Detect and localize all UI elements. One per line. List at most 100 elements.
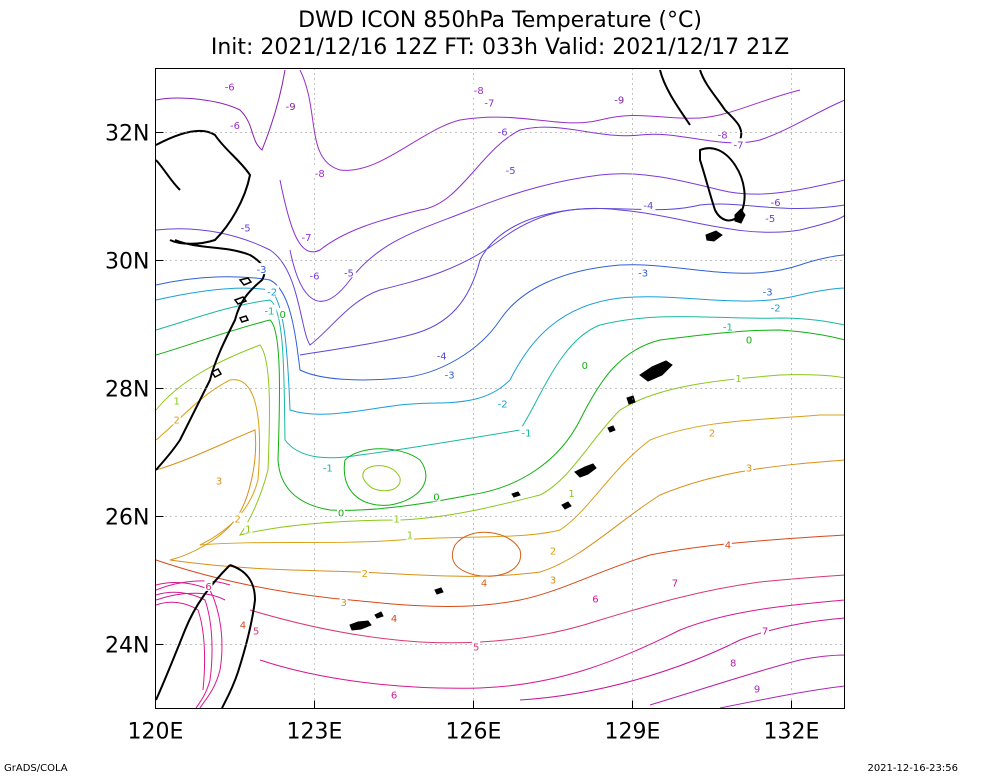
contour-label: 2 <box>709 428 715 439</box>
contour-label: 1 <box>568 489 574 500</box>
lon-tick-label: 129E <box>605 720 661 745</box>
contour-label-bg <box>238 221 253 233</box>
contour-label-bg <box>708 426 716 438</box>
contour-label-bg <box>278 307 287 319</box>
contour-label-bg <box>753 682 762 694</box>
contour-label: -6 <box>498 128 508 139</box>
contour-label: -6 <box>225 83 235 94</box>
contour-label-bg <box>670 576 679 588</box>
contour-label-bg <box>495 397 510 409</box>
contour-eight <box>649 654 846 706</box>
contour-two <box>155 379 845 546</box>
contour-label-bg <box>392 512 401 524</box>
contour-label-bg <box>763 211 778 223</box>
contour-label-bg <box>238 618 247 630</box>
contour-minus9 <box>155 69 286 151</box>
contour-label: 2 <box>234 515 240 526</box>
contour-label: 5 <box>253 627 259 638</box>
contour-one-cell <box>362 465 401 492</box>
contour-label: 4 <box>725 540 731 551</box>
contour-label-bg <box>567 487 576 499</box>
contour-label-bg <box>215 474 224 486</box>
contour-label: 7 <box>762 627 768 638</box>
contour-label-bg <box>204 579 213 591</box>
coastline <box>155 69 746 709</box>
contour-label: 6 <box>592 595 598 606</box>
contour-label: 4 <box>481 579 487 590</box>
generation-timestamp: 2021-12-16-23:56 <box>867 763 958 774</box>
contour-label: -2 <box>771 304 781 315</box>
contour-label-bg <box>768 195 783 207</box>
contour-label: -7 <box>302 233 312 244</box>
contour-four <box>155 534 846 607</box>
contour-label-bg <box>434 349 449 361</box>
contour-label: 4 <box>391 614 397 625</box>
axis-ticks: 120E 123E 126E 129E 132E 24N 26N 28N 30N 32N <box>105 122 819 745</box>
contour-label: -5 <box>506 166 516 177</box>
contour-label-bg <box>549 573 557 585</box>
contour-label: -6 <box>230 121 240 132</box>
contour-label: 2 <box>174 416 180 427</box>
kyushu-coast <box>699 147 746 222</box>
contour-label: -8 <box>718 131 728 142</box>
contour-label: -5 <box>765 214 775 225</box>
ryukyu-islands <box>349 208 746 631</box>
contour-label-bg <box>299 231 314 243</box>
contour-labels: -6-9-8-6 -8-7-6-5-9-8-7-4-5-6-5-7-6 -5-3-2… <box>172 80 783 702</box>
contour-label-bg <box>641 199 656 211</box>
contour-label-bg <box>729 656 738 668</box>
contour-label: -1 <box>723 323 733 334</box>
contour-label: -1 <box>323 464 333 475</box>
lon-tick-label: 126E <box>446 720 502 745</box>
contour-label-bg <box>768 301 783 313</box>
contour-minus7 <box>279 99 846 253</box>
contour-label: -3 <box>445 371 455 382</box>
contour-label: -5 <box>241 224 251 235</box>
contour-label-bg <box>636 266 651 278</box>
contour-minus2 <box>155 287 846 415</box>
contour-label-bg <box>244 522 253 534</box>
contour-label: -6 <box>310 272 320 283</box>
contour-label-bg <box>580 359 589 371</box>
contour-label-bg <box>265 285 280 297</box>
contour-label-bg <box>228 119 242 131</box>
contour-minus5 <box>155 207 846 346</box>
lon-tick-label: 132E <box>764 720 820 745</box>
contour-label: 1 <box>407 531 413 542</box>
contour-label-bg <box>745 461 754 473</box>
contour-label-bg <box>172 394 181 406</box>
contour-label: 1 <box>174 396 180 407</box>
contour-label-bg <box>519 426 534 438</box>
contour-label: 0 <box>746 336 752 347</box>
contour-label: 1 <box>393 515 399 526</box>
contour-label: -3 <box>257 265 267 276</box>
contour-label: -2 <box>267 288 277 299</box>
contour-label: 3 <box>216 476 222 487</box>
contour-minus4 <box>299 203 846 356</box>
lat-tick-label: 30N <box>105 250 149 275</box>
china-coast <box>155 129 266 471</box>
contour-label-bg <box>731 138 746 150</box>
contour-label-bg <box>482 96 497 108</box>
lat-tick-label: 32N <box>105 122 149 147</box>
contour-label-bg <box>390 688 398 700</box>
contour-label-bg <box>252 624 261 636</box>
contour-label-bg <box>262 304 277 316</box>
contour-label-bg <box>612 93 627 105</box>
contour-label: 3 <box>746 464 752 475</box>
contour-label: 9 <box>754 684 760 695</box>
contour-label: -7 <box>484 99 494 110</box>
contour-label: -2 <box>498 400 508 411</box>
contour-label: 1 <box>245 524 251 535</box>
contour-label: -1 <box>522 428 532 439</box>
contour-label: 8 <box>730 659 736 670</box>
lon-tick-label: 120E <box>128 720 184 745</box>
contour-label-bg <box>715 128 730 140</box>
contour-label-bg <box>734 371 743 383</box>
contour-label-bg <box>745 333 754 345</box>
contour-seven <box>155 592 846 701</box>
contour-label-bg <box>761 624 769 636</box>
contour-label-bg <box>390 611 398 623</box>
contour-zero <box>155 319 846 511</box>
